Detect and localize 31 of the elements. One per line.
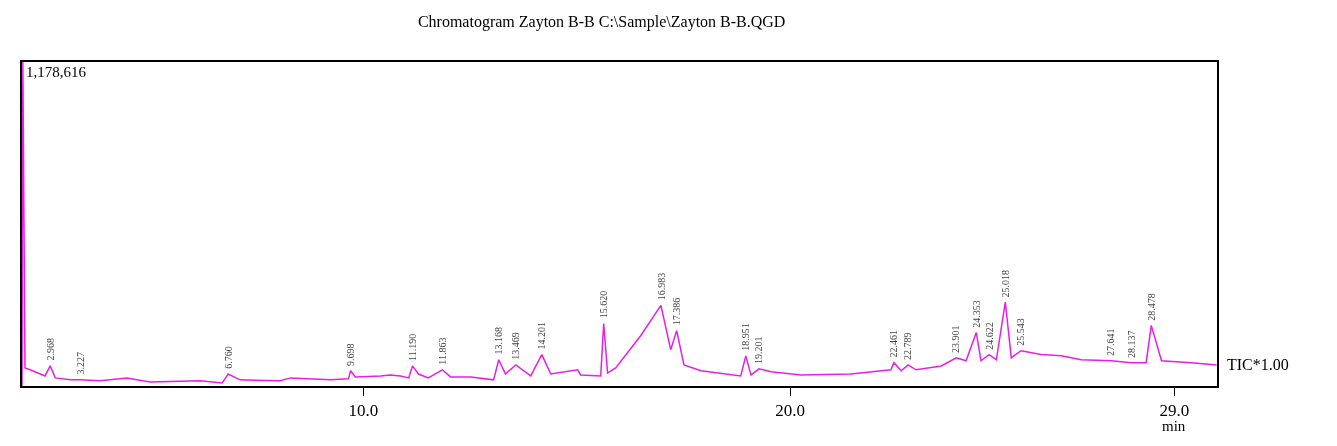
annotation: 25.018 (1000, 269, 1012, 298)
annotation: 1,178,616 (26, 64, 87, 80)
series-label: TIC*1.00 (1227, 356, 1289, 373)
annotation: 15.620 (598, 290, 610, 319)
annotation: 2.968 (44, 338, 56, 361)
x-tick-label: 20.0 (775, 401, 806, 421)
x-tick-label: 29.0 (1159, 401, 1190, 421)
annotation: 22.461 (888, 330, 900, 358)
annotation: 3.227 (74, 351, 86, 375)
annotation: 18.951 (739, 323, 751, 351)
x-axis-title: min (1162, 418, 1186, 434)
annotation: 28.137 (1125, 330, 1137, 358)
annotation: 11.863 (437, 337, 449, 365)
annotation: 22.789 (902, 332, 914, 360)
x-tick-label: 10.0 (348, 401, 379, 421)
annotation: 9.698 (345, 343, 357, 366)
annotation: 24.622 (983, 322, 995, 350)
annotation: 25.543 (1015, 318, 1027, 346)
annotation: 28.478 (1145, 293, 1157, 321)
annotation: 27.641 (1105, 328, 1117, 356)
annotation: 13.469 (509, 332, 521, 360)
annotation: 17.386 (671, 297, 683, 326)
annotation: 14.201 (536, 321, 548, 350)
annotation: 19.201 (753, 336, 765, 364)
annotation: 13.168 (492, 326, 504, 355)
annotation: 24.353 (970, 300, 982, 328)
chart-title: Chromatogram Zayton B-B C:\Sample\Zayton B-B.QGD (417, 12, 786, 31)
annotation: 6.760 (222, 346, 234, 369)
annotation: 11.190 (407, 333, 419, 361)
annotation: 16.983 (655, 272, 667, 301)
annotation: 23.901 (950, 325, 962, 354)
